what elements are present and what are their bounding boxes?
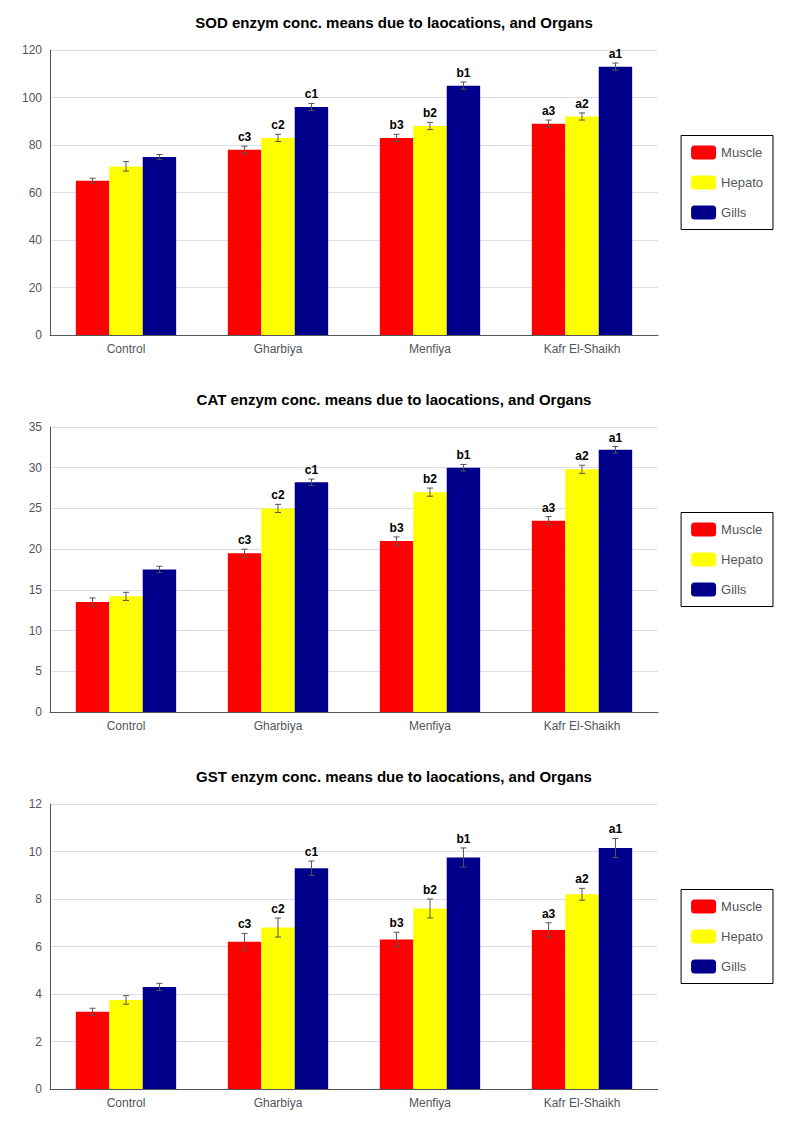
svg-text:Hepato: Hepato: [721, 552, 763, 567]
svg-text:10: 10: [29, 845, 43, 859]
svg-text:Control: Control: [107, 719, 146, 733]
svg-text:60: 60: [29, 186, 43, 200]
svg-text:a1: a1: [609, 47, 623, 61]
svg-text:Muscle: Muscle: [721, 899, 762, 914]
svg-text:b3: b3: [390, 916, 404, 930]
svg-text:a1: a1: [609, 431, 623, 445]
svg-text:80: 80: [29, 138, 43, 152]
svg-text:6: 6: [35, 940, 42, 954]
svg-text:10: 10: [29, 624, 43, 638]
svg-text:Muscle: Muscle: [721, 145, 762, 160]
svg-text:Kafr El-Shaikh: Kafr El-Shaikh: [544, 342, 621, 356]
svg-text:100: 100: [22, 91, 42, 105]
svg-text:Gharbiya: Gharbiya: [254, 719, 303, 733]
svg-text:b1: b1: [456, 832, 470, 846]
svg-text:a2: a2: [575, 449, 589, 463]
svg-text:c1: c1: [305, 87, 319, 101]
svg-text:b2: b2: [423, 883, 437, 897]
svg-text:20: 20: [29, 281, 43, 295]
svg-text:Hepato: Hepato: [721, 929, 763, 944]
svg-text:b1: b1: [456, 66, 470, 80]
svg-text:b2: b2: [423, 106, 437, 120]
svg-text:Muscle: Muscle: [721, 522, 762, 537]
svg-text:25: 25: [29, 501, 43, 515]
svg-text:c2: c2: [271, 118, 285, 132]
svg-text:a3: a3: [542, 104, 556, 118]
svg-text:Menfiya: Menfiya: [409, 1096, 451, 1110]
svg-text:Gills: Gills: [721, 582, 747, 597]
svg-text:0: 0: [35, 1082, 42, 1096]
svg-text:Kafr El-Shaikh: Kafr El-Shaikh: [544, 1096, 621, 1110]
svg-text:CAT enzym conc. means due to l: CAT enzym conc. means due to laocations,…: [197, 391, 592, 408]
svg-text:SOD enzym conc. means due to l: SOD enzym conc. means due to laocations,…: [195, 14, 593, 31]
svg-text:a1: a1: [609, 822, 623, 836]
svg-text:15: 15: [29, 583, 43, 597]
svg-text:c3: c3: [238, 130, 252, 144]
svg-text:Gills: Gills: [721, 205, 747, 220]
svg-text:0: 0: [35, 705, 42, 719]
svg-text:c3: c3: [238, 533, 252, 547]
svg-text:c3: c3: [238, 917, 252, 931]
svg-text:120: 120: [22, 43, 42, 57]
svg-text:8: 8: [35, 892, 42, 906]
svg-text:b3: b3: [390, 118, 404, 132]
svg-text:40: 40: [29, 233, 43, 247]
svg-text:c2: c2: [271, 902, 285, 916]
svg-text:c1: c1: [305, 845, 319, 859]
svg-text:c2: c2: [271, 488, 285, 502]
svg-text:4: 4: [35, 987, 42, 1001]
svg-text:a2: a2: [575, 872, 589, 886]
svg-text:Control: Control: [107, 342, 146, 356]
svg-text:a3: a3: [542, 907, 556, 921]
svg-text:30: 30: [29, 461, 43, 475]
svg-text:Menfiya: Menfiya: [409, 719, 451, 733]
svg-text:0: 0: [35, 328, 42, 342]
svg-text:12: 12: [29, 797, 43, 811]
svg-text:20: 20: [29, 542, 43, 556]
svg-text:Gharbiya: Gharbiya: [254, 1096, 303, 1110]
svg-text:Menfiya: Menfiya: [409, 342, 451, 356]
svg-text:Kafr El-Shaikh: Kafr El-Shaikh: [544, 719, 621, 733]
svg-text:b2: b2: [423, 472, 437, 486]
svg-text:35: 35: [29, 420, 43, 434]
svg-text:b1: b1: [456, 448, 470, 462]
svg-text:GST enzym conc. means due to l: GST enzym conc. means due to laocations,…: [196, 768, 592, 785]
svg-text:Gharbiya: Gharbiya: [254, 342, 303, 356]
svg-text:2: 2: [35, 1035, 42, 1049]
svg-text:a2: a2: [575, 97, 589, 111]
svg-text:Gills: Gills: [721, 959, 747, 974]
svg-text:5: 5: [35, 664, 42, 678]
svg-text:Hepato: Hepato: [721, 175, 763, 190]
svg-text:c1: c1: [305, 463, 319, 477]
svg-text:a3: a3: [542, 501, 556, 515]
svg-text:b3: b3: [390, 521, 404, 535]
svg-text:Control: Control: [107, 1096, 146, 1110]
